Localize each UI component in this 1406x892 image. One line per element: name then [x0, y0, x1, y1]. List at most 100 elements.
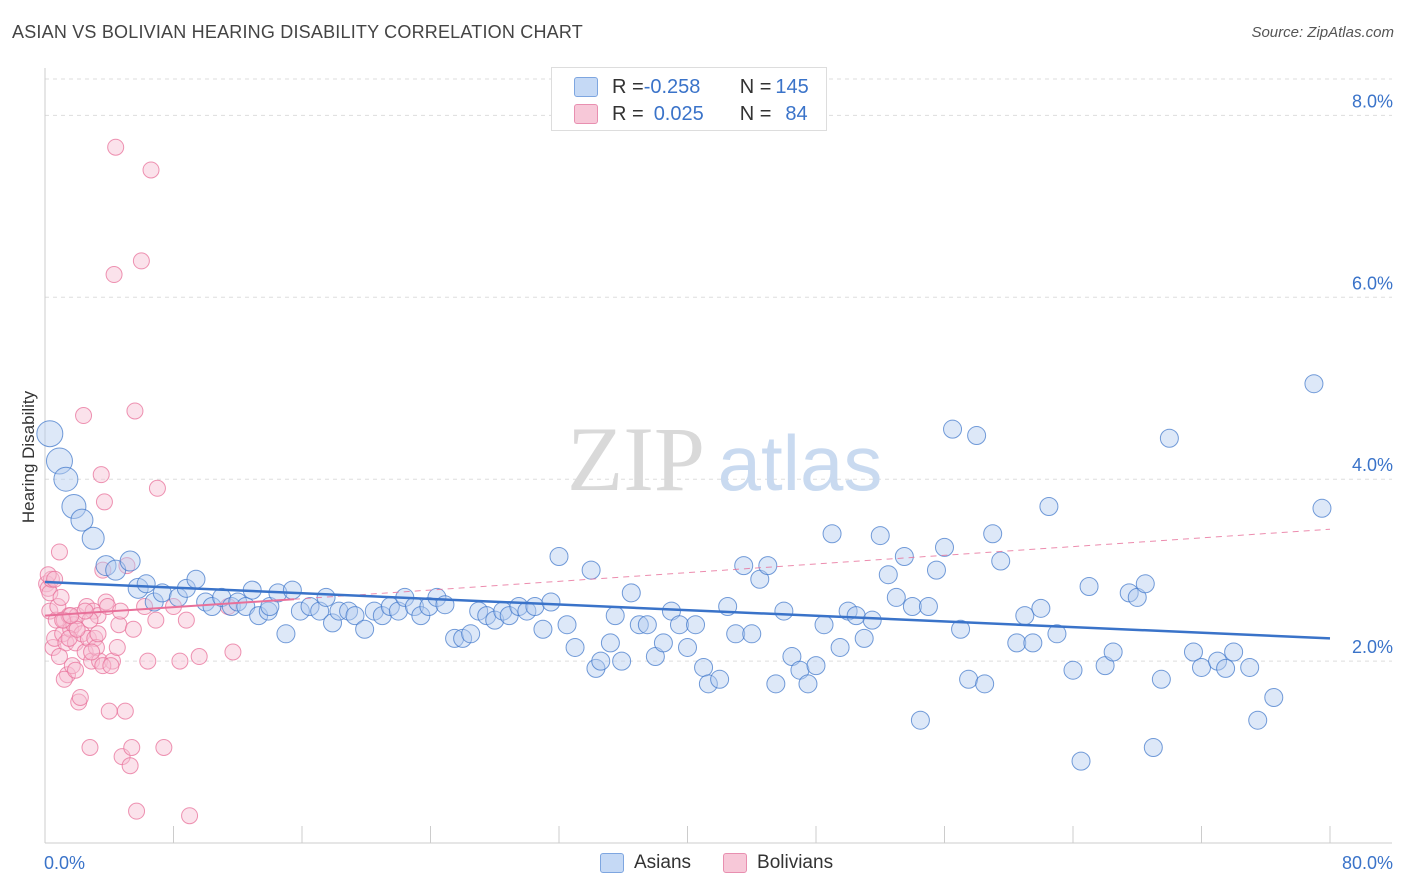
asian-point	[600, 633, 620, 653]
y-tick-label: 8.0%	[1352, 91, 1393, 111]
asian-point	[1304, 374, 1324, 394]
asian-point	[637, 615, 657, 635]
bolivian-point	[87, 638, 105, 656]
asian-point	[136, 574, 156, 594]
asian-point	[355, 619, 375, 639]
bolivian-point	[100, 702, 118, 720]
asian-point	[935, 537, 954, 557]
bolivian-point	[46, 629, 64, 647]
asian-point	[1240, 657, 1260, 677]
bolivian-point	[46, 570, 64, 588]
bolivian-point	[124, 620, 142, 638]
asian-point	[951, 619, 971, 639]
asian-point	[726, 624, 746, 644]
asian-point	[629, 615, 649, 635]
bolivian-point	[58, 666, 76, 684]
asian-point	[758, 556, 778, 576]
y-axis-title: Hearing Disability	[19, 390, 38, 523]
legend-item-asians[interactable]: Asians	[600, 852, 691, 874]
bolivian-point	[76, 643, 94, 661]
bolivian-point	[41, 584, 59, 602]
bolivians-legend-label: Bolivians	[757, 852, 834, 873]
asian-point	[1103, 642, 1123, 662]
asian-point	[1007, 633, 1027, 653]
bolivian-point	[76, 602, 94, 620]
bolivian-point	[142, 161, 160, 179]
n-label: N =	[739, 102, 772, 125]
watermark-zip: ZIP	[567, 408, 705, 510]
asian-point	[290, 601, 310, 621]
asian-point	[53, 466, 79, 492]
bolivian-point	[147, 611, 165, 629]
asian-point	[1063, 660, 1083, 680]
asian-point	[910, 710, 930, 730]
asian-point	[918, 597, 938, 617]
legend-item-bolivians[interactable]: Bolivians	[723, 852, 833, 874]
asian-point	[959, 669, 979, 689]
asian-point	[1047, 624, 1067, 644]
bolivians-swatch	[574, 104, 598, 124]
bolivian-point	[52, 588, 70, 606]
legend-row-asians: R = -0.258 N = 145	[574, 74, 809, 100]
bolivian-point	[171, 652, 189, 670]
asian-point	[605, 606, 625, 626]
asian-point	[902, 597, 922, 617]
asian-point	[814, 615, 834, 635]
asian-point	[862, 610, 882, 630]
asian-point	[975, 674, 995, 694]
asian-point	[1079, 577, 1099, 597]
asian-point	[943, 419, 963, 439]
asian-point	[557, 615, 577, 635]
bolivian-point	[81, 739, 99, 756]
asian-point	[710, 669, 730, 689]
x-tick-label: 0.0%	[44, 853, 85, 873]
bolivian-point	[102, 657, 120, 675]
bolivian-point	[105, 266, 123, 284]
bolivian-point	[136, 598, 154, 616]
correlation-legend: R = -0.258 N = 145 R = 0.025 N = 84	[551, 67, 827, 131]
asian-point	[766, 674, 786, 694]
asian-point	[461, 624, 481, 644]
asian-point	[678, 637, 697, 657]
asian-point	[878, 565, 898, 585]
asian-point	[1224, 642, 1244, 662]
asian-point	[1031, 598, 1051, 618]
asian-point	[445, 628, 465, 648]
asian-point	[1151, 669, 1171, 689]
bolivian-point	[139, 652, 157, 670]
asian-point	[427, 587, 447, 607]
asians-points	[36, 374, 1332, 771]
asian-point	[1216, 658, 1236, 678]
bolivian-point	[123, 739, 141, 756]
bolivian-point	[118, 557, 136, 575]
bolivian-point	[54, 611, 72, 629]
asian-point	[186, 569, 206, 589]
asian-point	[1312, 498, 1332, 518]
asians-legend-label: Asians	[634, 852, 692, 873]
bolivian-point	[177, 611, 195, 629]
bolivian-point	[50, 648, 68, 666]
bolivian-point	[224, 643, 242, 661]
asian-point	[846, 606, 866, 626]
asians-legend-swatch	[600, 853, 624, 873]
asian-point	[854, 628, 874, 648]
bolivian-point	[181, 807, 199, 825]
asian-point	[541, 592, 561, 612]
asian-point	[669, 615, 689, 635]
asian-point	[774, 601, 794, 621]
bolivian-point	[126, 402, 144, 420]
trend-lines	[44, 528, 1331, 640]
y-tick-label: 2.0%	[1352, 637, 1393, 657]
watermark-atlas: atlas	[718, 419, 883, 507]
asian-point	[991, 551, 1011, 571]
asian-point	[1015, 606, 1035, 626]
asian-point	[345, 606, 365, 626]
asian-point	[276, 624, 296, 644]
asian-point	[621, 583, 641, 603]
asian-point	[926, 560, 946, 580]
legend-row-bolivians: R = 0.025 N = 84	[574, 101, 808, 127]
asian-point	[565, 637, 585, 657]
asian-point	[300, 597, 320, 617]
asian-point	[983, 524, 1003, 544]
